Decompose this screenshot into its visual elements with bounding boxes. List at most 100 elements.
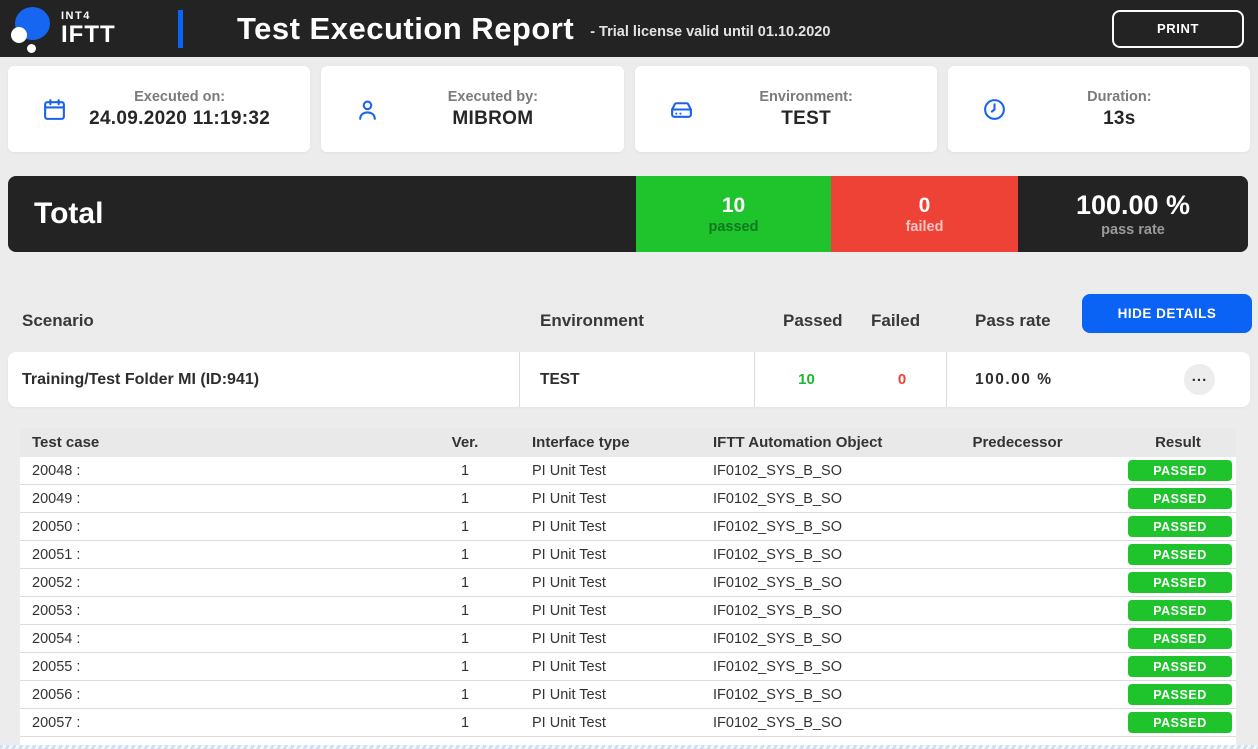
page-title: Test Execution Report xyxy=(237,11,574,47)
version-cell: 1 xyxy=(400,541,530,568)
more-options-button[interactable]: ... xyxy=(1184,364,1215,395)
card-value: 13s xyxy=(1007,108,1232,130)
predecessor-cell xyxy=(945,625,1090,652)
predecessor-cell xyxy=(945,513,1090,540)
version-cell: 1 xyxy=(400,485,530,512)
test-cases-table: Test case Ver. Interface type IFTT Autom… xyxy=(20,428,1236,749)
predecessor-cell xyxy=(945,597,1090,624)
bottom-edge-decoration xyxy=(0,745,1258,749)
result-badge: PASSED xyxy=(1128,572,1232,593)
result-cell: PASSED xyxy=(1090,569,1236,596)
result-badge: PASSED xyxy=(1128,684,1232,705)
result-badge: PASSED xyxy=(1128,460,1232,481)
test-case-row: 20057 :1PI Unit TestIF0102_SYS_B_SOPASSE… xyxy=(20,709,1236,737)
column-header-passed: Passed xyxy=(783,311,843,331)
result-badge: PASSED xyxy=(1128,712,1232,733)
card-value: TEST xyxy=(694,108,919,130)
test-case-cell: 20049 : xyxy=(20,485,400,512)
card-label: Executed by: xyxy=(380,89,605,105)
test-cases-table-header: Test case Ver. Interface type IFTT Autom… xyxy=(20,428,1236,457)
predecessor-cell xyxy=(945,541,1090,568)
result-badge: PASSED xyxy=(1128,628,1232,649)
interface-type-cell: PI Unit Test xyxy=(530,625,705,652)
result-cell: PASSED xyxy=(1090,597,1236,624)
test-case-row: 20049 :1PI Unit TestIF0102_SYS_B_SOPASSE… xyxy=(20,485,1236,513)
logo-bottom-text: IFTT xyxy=(61,23,116,47)
result-cell: PASSED xyxy=(1090,709,1236,736)
version-cell: 1 xyxy=(400,709,530,736)
header-version: Ver. xyxy=(400,428,530,457)
test-case-cell: 20048 : xyxy=(20,457,400,484)
calendar-icon xyxy=(42,97,67,122)
clock-icon xyxy=(982,97,1007,122)
header-predecessor: Predecessor xyxy=(945,428,1090,457)
automation-object-cell: IF0102_SYS_B_SO xyxy=(705,597,945,624)
automation-object-cell: IF0102_SYS_B_SO xyxy=(705,541,945,568)
test-case-row: 20054 :1PI Unit TestIF0102_SYS_B_SO PASSE… xyxy=(20,625,1236,653)
interface-type-cell: PI Unit Test xyxy=(530,485,705,512)
print-button[interactable]: PRINT xyxy=(1112,10,1244,48)
total-failed-segment: 0 failed xyxy=(831,176,1018,252)
automation-object-cell: IF0102_SYS_B_SO xyxy=(705,653,945,680)
interface-type-cell: PI Unit Test xyxy=(530,681,705,708)
interface-type-cell: PI Unit Test xyxy=(530,513,705,540)
total-pass-rate-segment: 100.00 % pass rate xyxy=(1018,176,1248,252)
result-badge: PASSED xyxy=(1128,544,1232,565)
automation-object-cell: IF0102_SYS_B_SO xyxy=(705,569,945,596)
predecessor-cell xyxy=(945,569,1090,596)
user-icon xyxy=(355,97,380,122)
predecessor-cell xyxy=(945,681,1090,708)
automation-object-cell: IF0102_SYS_B_SO xyxy=(705,485,945,512)
total-title: Total xyxy=(8,176,636,252)
test-case-row: 20052 :1PI Unit TestIF0102_SYS_B_SOPASSE… xyxy=(20,569,1236,597)
test-case-row: 20056 :1PI Unit TestIF0102_SYS_B_SOPASSE… xyxy=(20,681,1236,709)
scenario-name: Training/Test Folder MI (ID:941) xyxy=(8,352,520,407)
scenario-passed-count: 10 xyxy=(755,352,858,407)
scenario-environment: TEST xyxy=(520,352,755,407)
result-cell: PASSED xyxy=(1090,625,1236,652)
version-cell: 1 xyxy=(400,597,530,624)
card-label: Environment: xyxy=(694,89,919,105)
total-passed-segment: 10 passed xyxy=(636,176,831,252)
test-case-cell: 20053 : xyxy=(20,597,400,624)
scenario-row: Training/Test Folder MI (ID:941) TEST 10… xyxy=(8,352,1250,407)
test-case-cell: 20052 : xyxy=(20,569,400,596)
passed-label: passed xyxy=(709,219,759,235)
header-result: Result xyxy=(1090,428,1236,457)
version-cell: 1 xyxy=(400,513,530,540)
predecessor-cell xyxy=(945,653,1090,680)
version-cell: 1 xyxy=(400,457,530,484)
result-badge: PASSED xyxy=(1128,656,1232,677)
header-automation-object: IFTT Automation Object xyxy=(705,428,945,457)
executed-by-card: Executed by: MIBROM xyxy=(321,66,623,152)
card-label: Duration: xyxy=(1007,89,1232,105)
test-case-cell: 20056 : xyxy=(20,681,400,708)
result-cell: PASSED xyxy=(1090,457,1236,484)
interface-type-cell: PI Unit Test xyxy=(530,457,705,484)
column-header-pass-rate: Pass rate xyxy=(975,311,1051,331)
predecessor-cell xyxy=(945,709,1090,736)
predecessor-cell xyxy=(945,485,1090,512)
total-summary-bar: Total 10 passed 0 failed 100.00 % pass r… xyxy=(8,176,1248,252)
pass-rate-label: pass rate xyxy=(1101,222,1165,238)
scenario-failed-count: 0 xyxy=(858,352,947,407)
executed-on-card: Executed on: 24.09.2020 11:19:32 xyxy=(8,66,310,152)
automation-object-cell: IF0102_SYS_B_SO xyxy=(705,625,945,652)
header-interface-type: Interface type xyxy=(530,428,705,457)
version-cell: 1 xyxy=(400,653,530,680)
test-case-cell: 20054 : xyxy=(20,625,400,652)
automation-object-cell: IF0102_SYS_B_SO xyxy=(705,513,945,540)
interface-type-cell: PI Unit Test xyxy=(530,569,705,596)
top-bar: INT4 IFTT Test Execution Report - Trial … xyxy=(0,0,1258,57)
column-header-failed: Failed xyxy=(871,311,920,331)
test-case-row: 20055 :1PI Unit TestIF0102_SYS_B_SOPASSE… xyxy=(20,653,1236,681)
automation-object-cell: IF0102_SYS_B_SO xyxy=(705,681,945,708)
info-cards-row: Executed on: 24.09.2020 11:19:32 Execute… xyxy=(8,66,1250,152)
result-cell: PASSED xyxy=(1090,681,1236,708)
interface-type-cell: PI Unit Test xyxy=(530,597,705,624)
version-cell: 1 xyxy=(400,625,530,652)
hide-details-button[interactable]: HIDE DETAILS xyxy=(1082,294,1252,333)
result-badge: PASSED xyxy=(1128,516,1232,537)
server-icon xyxy=(669,97,694,122)
interface-type-cell: PI Unit Test xyxy=(530,709,705,736)
